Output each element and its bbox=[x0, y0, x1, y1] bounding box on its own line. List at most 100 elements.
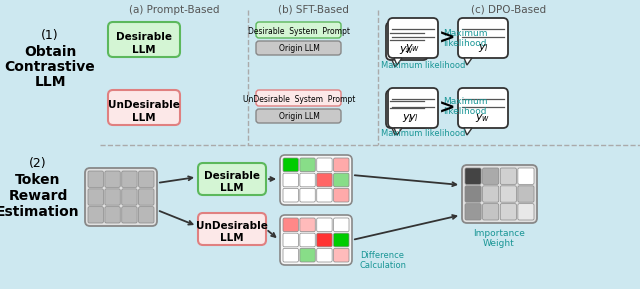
FancyBboxPatch shape bbox=[333, 233, 349, 247]
Text: LLM: LLM bbox=[132, 113, 156, 123]
FancyBboxPatch shape bbox=[317, 173, 332, 187]
Text: $y_l$: $y_l$ bbox=[408, 112, 419, 124]
FancyBboxPatch shape bbox=[256, 22, 341, 38]
Text: UnDesirable: UnDesirable bbox=[196, 221, 268, 231]
Text: Maximum likelihood: Maximum likelihood bbox=[381, 129, 465, 138]
Polygon shape bbox=[394, 58, 402, 65]
FancyBboxPatch shape bbox=[280, 155, 352, 205]
FancyBboxPatch shape bbox=[85, 168, 157, 226]
FancyBboxPatch shape bbox=[283, 158, 298, 172]
FancyBboxPatch shape bbox=[283, 218, 298, 232]
FancyBboxPatch shape bbox=[198, 213, 266, 245]
FancyBboxPatch shape bbox=[500, 204, 516, 220]
FancyBboxPatch shape bbox=[465, 168, 481, 184]
FancyBboxPatch shape bbox=[283, 173, 298, 187]
FancyBboxPatch shape bbox=[483, 168, 499, 184]
FancyBboxPatch shape bbox=[108, 22, 180, 57]
Text: Reward: Reward bbox=[8, 189, 68, 203]
FancyBboxPatch shape bbox=[300, 233, 316, 247]
FancyBboxPatch shape bbox=[333, 158, 349, 172]
FancyBboxPatch shape bbox=[458, 18, 508, 58]
FancyBboxPatch shape bbox=[105, 171, 120, 187]
FancyBboxPatch shape bbox=[500, 168, 516, 184]
FancyBboxPatch shape bbox=[483, 186, 499, 202]
FancyBboxPatch shape bbox=[386, 22, 428, 60]
Polygon shape bbox=[392, 128, 400, 135]
FancyBboxPatch shape bbox=[388, 18, 438, 58]
Text: >: > bbox=[439, 99, 455, 118]
FancyBboxPatch shape bbox=[139, 171, 154, 187]
FancyBboxPatch shape bbox=[317, 188, 332, 202]
Text: Desirable: Desirable bbox=[204, 171, 260, 181]
Text: Calculation: Calculation bbox=[360, 260, 407, 270]
FancyBboxPatch shape bbox=[386, 90, 428, 128]
Text: Estimation: Estimation bbox=[0, 205, 80, 219]
FancyBboxPatch shape bbox=[317, 158, 332, 172]
FancyBboxPatch shape bbox=[465, 186, 481, 202]
Text: (c) DPO-Based: (c) DPO-Based bbox=[472, 5, 547, 15]
Text: Importance: Importance bbox=[473, 229, 525, 238]
Text: Origin LLM: Origin LLM bbox=[278, 44, 319, 53]
Text: Maximum likelihood: Maximum likelihood bbox=[381, 60, 465, 69]
FancyBboxPatch shape bbox=[300, 173, 316, 187]
FancyBboxPatch shape bbox=[283, 188, 298, 202]
FancyBboxPatch shape bbox=[388, 88, 438, 128]
Text: $y_w$: $y_w$ bbox=[399, 44, 415, 56]
Text: LLM: LLM bbox=[132, 45, 156, 55]
Text: likelihood: likelihood bbox=[443, 40, 486, 49]
Text: LLM: LLM bbox=[220, 183, 244, 193]
Text: $y_l$: $y_l$ bbox=[401, 112, 413, 124]
FancyBboxPatch shape bbox=[283, 233, 298, 247]
FancyBboxPatch shape bbox=[518, 168, 534, 184]
Text: (b) SFT-Based: (b) SFT-Based bbox=[278, 5, 348, 15]
FancyBboxPatch shape bbox=[465, 204, 481, 220]
FancyBboxPatch shape bbox=[256, 41, 341, 55]
FancyBboxPatch shape bbox=[256, 109, 341, 123]
FancyBboxPatch shape bbox=[283, 248, 298, 262]
FancyBboxPatch shape bbox=[88, 207, 104, 223]
Text: LLM: LLM bbox=[35, 75, 66, 89]
Polygon shape bbox=[464, 128, 472, 135]
FancyBboxPatch shape bbox=[88, 189, 104, 205]
FancyBboxPatch shape bbox=[139, 189, 154, 205]
Text: (a) Prompt-Based: (a) Prompt-Based bbox=[129, 5, 220, 15]
FancyBboxPatch shape bbox=[198, 163, 266, 195]
Text: Maximum: Maximum bbox=[443, 97, 488, 105]
Text: Desirable  System  Prompt: Desirable System Prompt bbox=[248, 27, 350, 36]
FancyBboxPatch shape bbox=[518, 186, 534, 202]
FancyBboxPatch shape bbox=[280, 215, 352, 265]
FancyBboxPatch shape bbox=[139, 207, 154, 223]
Text: Obtain: Obtain bbox=[24, 45, 76, 59]
Text: Contrastive: Contrastive bbox=[4, 60, 95, 74]
FancyBboxPatch shape bbox=[300, 158, 316, 172]
FancyBboxPatch shape bbox=[300, 248, 316, 262]
Polygon shape bbox=[394, 128, 402, 135]
Text: UnDesirable  System  Prompt: UnDesirable System Prompt bbox=[243, 95, 355, 103]
Text: Origin LLM: Origin LLM bbox=[278, 112, 319, 121]
FancyBboxPatch shape bbox=[333, 218, 349, 232]
FancyBboxPatch shape bbox=[300, 218, 316, 232]
FancyBboxPatch shape bbox=[122, 171, 137, 187]
Text: (2): (2) bbox=[29, 157, 47, 170]
FancyBboxPatch shape bbox=[108, 90, 180, 125]
Text: $y_w$: $y_w$ bbox=[405, 42, 420, 53]
FancyBboxPatch shape bbox=[317, 233, 332, 247]
Polygon shape bbox=[392, 60, 400, 67]
Text: Token: Token bbox=[15, 173, 61, 187]
Text: $y_l$: $y_l$ bbox=[477, 42, 488, 53]
FancyBboxPatch shape bbox=[105, 189, 120, 205]
Text: Weight: Weight bbox=[483, 240, 515, 249]
FancyBboxPatch shape bbox=[500, 186, 516, 202]
FancyBboxPatch shape bbox=[518, 204, 534, 220]
FancyBboxPatch shape bbox=[317, 218, 332, 232]
FancyBboxPatch shape bbox=[317, 248, 332, 262]
Text: Maximum: Maximum bbox=[443, 29, 488, 38]
Text: >: > bbox=[439, 29, 455, 47]
Text: (1): (1) bbox=[41, 29, 59, 42]
Text: likelihood: likelihood bbox=[443, 108, 486, 116]
FancyBboxPatch shape bbox=[333, 188, 349, 202]
FancyBboxPatch shape bbox=[462, 165, 537, 223]
FancyBboxPatch shape bbox=[483, 204, 499, 220]
FancyBboxPatch shape bbox=[458, 88, 508, 128]
FancyBboxPatch shape bbox=[88, 171, 104, 187]
